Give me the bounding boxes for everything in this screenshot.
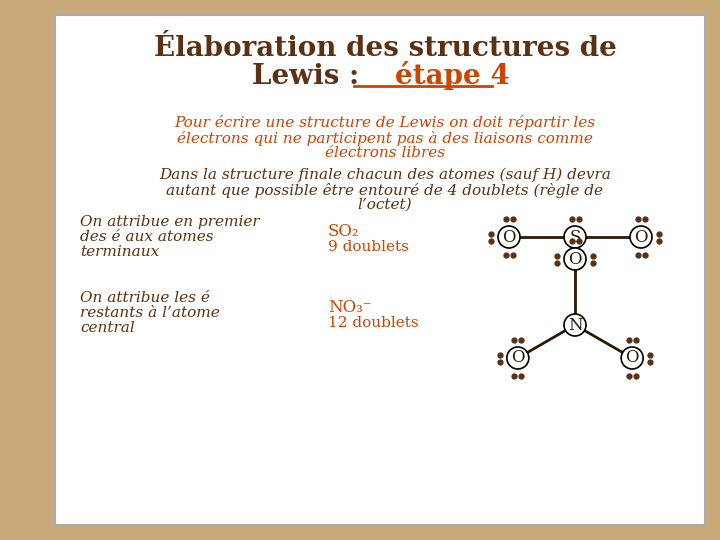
- Text: 9 doublets: 9 doublets: [328, 240, 409, 254]
- FancyBboxPatch shape: [55, 15, 705, 525]
- Circle shape: [621, 347, 643, 369]
- Text: O: O: [503, 228, 516, 246]
- Text: terminaux: terminaux: [80, 245, 159, 259]
- Text: S: S: [570, 228, 581, 246]
- Text: O: O: [626, 349, 639, 367]
- Text: NO₃⁻: NO₃⁻: [328, 300, 372, 316]
- Circle shape: [630, 226, 652, 248]
- Text: électrons libres: électrons libres: [325, 146, 445, 160]
- Circle shape: [564, 314, 586, 336]
- Text: N: N: [567, 316, 582, 334]
- Text: O: O: [634, 228, 648, 246]
- Text: électrons qui ne participent pas à des liaisons comme: électrons qui ne participent pas à des l…: [177, 131, 593, 145]
- Circle shape: [564, 248, 586, 270]
- Circle shape: [498, 226, 520, 248]
- Text: On attribue en premier: On attribue en premier: [80, 215, 260, 229]
- Circle shape: [564, 226, 586, 248]
- Text: des é aux atomes: des é aux atomes: [80, 230, 214, 244]
- Text: O: O: [511, 349, 525, 367]
- Text: Dans la structure finale chacun des atomes (sauf H) devra: Dans la structure finale chacun des atom…: [159, 168, 611, 182]
- Text: SO₂: SO₂: [328, 224, 359, 240]
- Text: Élaboration des structures de: Élaboration des structures de: [153, 35, 616, 62]
- Text: l’octet): l’octet): [358, 198, 413, 212]
- Text: Pour écrire une structure de Lewis on doit répartir les: Pour écrire une structure de Lewis on do…: [174, 116, 595, 131]
- Text: 12 doublets: 12 doublets: [328, 316, 418, 330]
- Text: O: O: [568, 251, 582, 267]
- Circle shape: [507, 347, 529, 369]
- Text: autant que possible être entouré de 4 doublets (règle de: autant que possible être entouré de 4 do…: [166, 183, 603, 198]
- Text: central: central: [80, 321, 135, 335]
- Text: On attribue les é: On attribue les é: [80, 291, 210, 305]
- Text: étape 4: étape 4: [395, 62, 510, 91]
- Text: restants à l’atome: restants à l’atome: [80, 306, 220, 320]
- Text: Lewis :: Lewis :: [251, 63, 369, 90]
